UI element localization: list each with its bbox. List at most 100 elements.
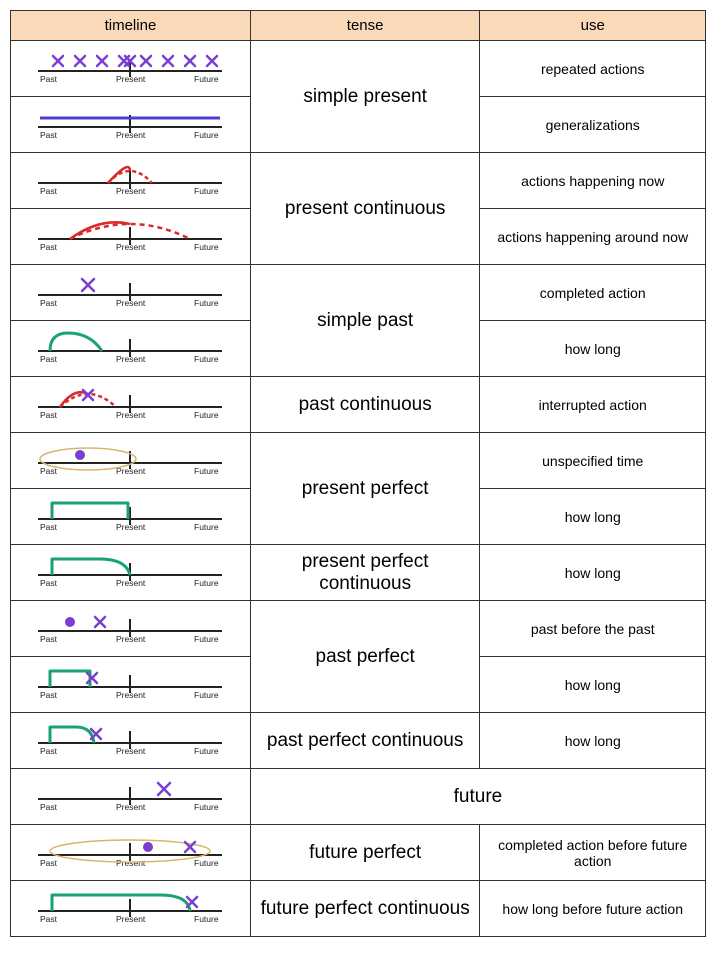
svg-text:Past: Past (40, 746, 58, 756)
header-tense: tense (250, 11, 480, 41)
tense-cell: past continuous (250, 377, 480, 433)
tense-cell: present perfect (250, 433, 480, 545)
svg-text:Present: Present (116, 74, 146, 84)
svg-text:Present: Present (116, 298, 146, 308)
svg-text:Future: Future (194, 634, 219, 644)
svg-text:Present: Present (116, 914, 146, 924)
timeline-cell: Past Present Future (11, 321, 251, 377)
use-cell: unspecified time (480, 433, 706, 489)
timeline-diagram: Past Present Future (30, 271, 230, 315)
timeline-cell: Past Present Future (11, 489, 251, 545)
table-row: Past Present Future present perfect cont… (11, 545, 706, 601)
svg-text:Past: Past (40, 242, 58, 252)
timeline-cell: Past Present Future (11, 601, 251, 657)
table-row: Past Present Future future perfectcomple… (11, 825, 706, 881)
svg-text:Past: Past (40, 690, 58, 700)
svg-text:Present: Present (116, 186, 146, 196)
svg-text:Future: Future (194, 242, 219, 252)
timeline-cell: Past Present Future (11, 153, 251, 209)
svg-text:Past: Past (40, 410, 58, 420)
table-row: Past Present Future past continuousinter… (11, 377, 706, 433)
timeline-diagram: Past Present Future (30, 719, 230, 763)
svg-text:Future: Future (194, 802, 219, 812)
svg-text:Past: Past (40, 354, 58, 364)
timeline-diagram: Past Present Future (30, 327, 230, 371)
timeline-cell: Past Present Future (11, 41, 251, 97)
svg-text:Future: Future (194, 746, 219, 756)
tense-cell: future perfect (250, 825, 480, 881)
timeline-cell: Past Present Future (11, 657, 251, 713)
svg-text:Future: Future (194, 186, 219, 196)
svg-text:Future: Future (194, 354, 219, 364)
svg-text:Future: Future (194, 858, 219, 868)
timeline-diagram: Past Present Future (30, 887, 230, 931)
tense-cell: past perfect continuous (250, 713, 480, 769)
timeline-diagram: Past Present Future (30, 775, 230, 819)
svg-text:Present: Present (116, 578, 146, 588)
svg-text:Present: Present (116, 522, 146, 532)
timeline-cell: Past Present Future (11, 265, 251, 321)
tense-cell: simple past (250, 265, 480, 377)
svg-text:Present: Present (116, 858, 146, 868)
svg-text:Future: Future (194, 522, 219, 532)
timeline-diagram: Past Present Future (30, 383, 230, 427)
svg-text:Future: Future (194, 410, 219, 420)
svg-text:Past: Past (40, 130, 58, 140)
svg-text:Present: Present (116, 242, 146, 252)
table-row: Past Present Future simple presentrepeat… (11, 41, 706, 97)
svg-text:Future: Future (194, 130, 219, 140)
svg-text:Future: Future (194, 578, 219, 588)
use-cell: how long (480, 657, 706, 713)
timeline-diagram: Past Present Future (30, 831, 230, 875)
use-cell: how long (480, 713, 706, 769)
timeline-diagram: Past Present Future (30, 495, 230, 539)
svg-text:Future: Future (194, 74, 219, 84)
use-cell: completed action (480, 265, 706, 321)
table-row: Past Present Future simple pastcompleted… (11, 265, 706, 321)
timeline-diagram: Past Present Future (30, 103, 230, 147)
use-cell: past before the past (480, 601, 706, 657)
timeline-cell: Past Present Future (11, 97, 251, 153)
use-cell: repeated actions (480, 41, 706, 97)
timeline-diagram: Past Present Future (30, 663, 230, 707)
header-timeline: timeline (11, 11, 251, 41)
timeline-cell: Past Present Future (11, 881, 251, 937)
tense-cell: future perfect continuous (250, 881, 480, 937)
use-cell: actions happening now (480, 153, 706, 209)
svg-text:Past: Past (40, 858, 58, 868)
tense-cell-future: future (250, 769, 705, 825)
svg-text:Past: Past (40, 802, 58, 812)
header-row: timeline tense use (11, 11, 706, 41)
use-cell: how long (480, 545, 706, 601)
svg-text:Future: Future (194, 914, 219, 924)
table-row: Past Present Future past perfect continu… (11, 713, 706, 769)
tense-cell: present perfect continuous (250, 545, 480, 601)
svg-text:Present: Present (116, 354, 146, 364)
svg-text:Past: Past (40, 578, 58, 588)
table-row: Past Present Future future (11, 769, 706, 825)
use-cell: interrupted action (480, 377, 706, 433)
tense-cell: present continuous (250, 153, 480, 265)
svg-text:Future: Future (194, 690, 219, 700)
use-cell: how long before future action (480, 881, 706, 937)
svg-text:Past: Past (40, 298, 58, 308)
timeline-cell: Past Present Future (11, 545, 251, 601)
tense-cell: past perfect (250, 601, 480, 713)
use-cell: actions happening around now (480, 209, 706, 265)
svg-text:Present: Present (116, 802, 146, 812)
timeline-diagram: Past Present Future (30, 47, 230, 91)
svg-text:Past: Past (40, 186, 58, 196)
timeline-cell: Past Present Future (11, 377, 251, 433)
header-use: use (480, 11, 706, 41)
svg-text:Present: Present (116, 634, 146, 644)
use-cell: how long (480, 321, 706, 377)
table-row: Past Present Future present perfectunspe… (11, 433, 706, 489)
timeline-cell: Past Present Future (11, 769, 251, 825)
svg-text:Present: Present (116, 130, 146, 140)
use-cell: generalizations (480, 97, 706, 153)
timeline-diagram: Past Present Future (30, 607, 230, 651)
table-row: Past Present Future past perfectpast bef… (11, 601, 706, 657)
svg-text:Past: Past (40, 522, 58, 532)
table-row: Past Present Future future perfect conti… (11, 881, 706, 937)
tense-table: timeline tense use Past Present Future (10, 10, 706, 937)
